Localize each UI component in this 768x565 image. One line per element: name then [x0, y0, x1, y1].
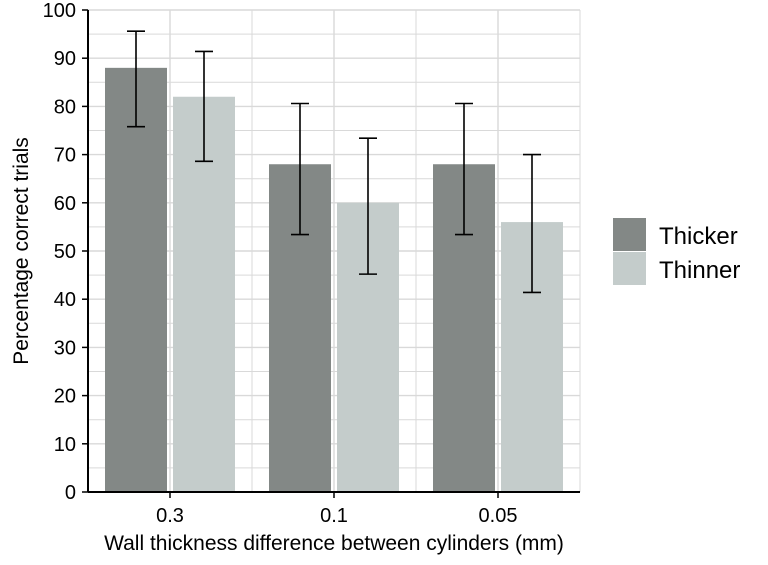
y-tick-label-60: 60 [54, 193, 76, 215]
y-tick-label-100: 100 [43, 0, 76, 22]
error-bar-thinner-0.05 [523, 153, 541, 294]
y-tick-label-30: 30 [54, 337, 76, 359]
error-bar-layer [127, 30, 541, 294]
legend-swatch-thicker [613, 218, 646, 251]
error-bar-thinner-0.3 [195, 50, 213, 163]
bar-thinner-0.3 [173, 96, 235, 492]
tick-label-layer: 0.3 0.1 0.05 0 10 20 30 40 50 60 70 80 90 100 [43, 0, 518, 527]
error-bar-thicker-0.3 [127, 30, 145, 128]
grid-layer [87, 9, 581, 493]
y-tick-label-50: 50 [54, 241, 76, 263]
y-tick-label-0: 0 [65, 482, 76, 504]
y-tick-label-80: 80 [54, 96, 76, 118]
legend: Thicker Thinner [613, 218, 740, 285]
y-tick-label-40: 40 [54, 289, 76, 311]
y-tick-label-70: 70 [54, 145, 76, 167]
x-tick-label-0.1: 0.1 [320, 505, 348, 527]
error-bar-thicker-0.05 [455, 102, 473, 236]
x-axis-label: Wall thickness difference between cylind… [104, 532, 564, 555]
x-tick-label-0.3: 0.3 [156, 505, 184, 527]
error-bar-thicker-0.1 [291, 102, 309, 236]
y-tick-label-90: 90 [54, 48, 76, 70]
legend-label-thicker: Thicker [659, 223, 738, 250]
x-tick-label-0.05: 0.05 [479, 505, 518, 527]
y-tick-label-20: 20 [54, 386, 76, 408]
error-bar-thinner-0.1 [359, 137, 377, 275]
bar-thicker-0.3 [105, 67, 167, 492]
y-axis-label: Percentage correct trials [10, 137, 33, 365]
legend-label-thinner: Thinner [659, 257, 740, 284]
y-tick-label-10: 10 [54, 434, 76, 456]
legend-swatch-thinner [613, 252, 646, 285]
